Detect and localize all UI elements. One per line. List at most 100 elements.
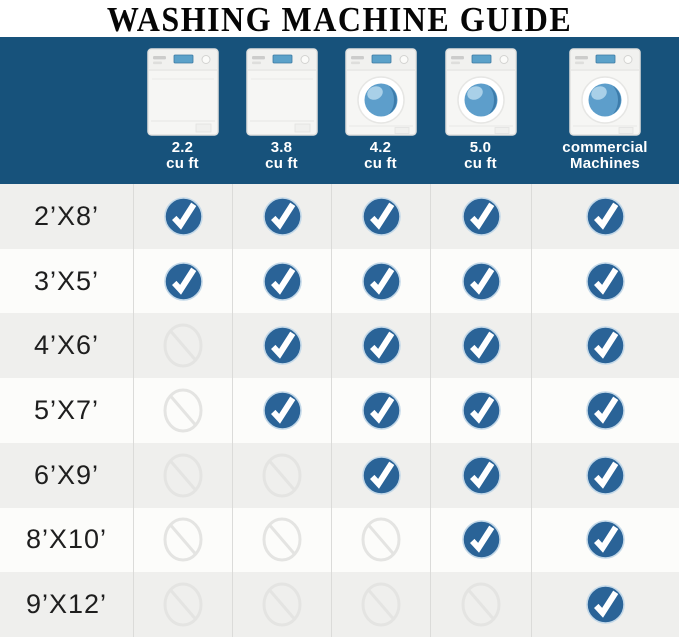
rug-size-cell: 9’X12’	[0, 572, 133, 637]
check-icon	[361, 326, 401, 366]
fit-cell	[531, 248, 679, 314]
check-icon	[461, 261, 501, 301]
page-title: WASHING MACHINE GUIDE	[106, 0, 573, 38]
fit-cell	[232, 442, 331, 508]
fit-cell	[133, 184, 232, 249]
check-icon	[586, 520, 625, 560]
check-icon	[163, 261, 203, 301]
check-icon	[461, 520, 501, 560]
check-icon	[262, 261, 302, 301]
machine-column-4: 5.0 cu ft	[430, 37, 531, 184]
prohibited-icon	[162, 387, 204, 434]
machine-header: 2.2 cu ft 3.8 cu ft 4.2 cu ft 5.0 cu ft commerci…	[0, 37, 679, 184]
fit-cell	[133, 313, 232, 379]
fit-cell	[531, 378, 679, 443]
front-load-washer-icon	[444, 48, 517, 136]
fit-cell	[232, 572, 331, 637]
rug-size-cell: 3’X5’	[0, 249, 133, 314]
prohibited-icon	[162, 452, 204, 499]
prohibited-icon	[261, 452, 303, 499]
rug-size-label: 5’X7’	[33, 395, 100, 426]
rug-size-cell: 6’X9’	[0, 443, 133, 508]
check-icon	[361, 455, 401, 495]
fit-cell	[331, 442, 430, 508]
fit-cell	[133, 442, 232, 508]
check-icon	[262, 197, 302, 236]
fit-cell	[232, 248, 331, 314]
rug-size-label: 6’X9’	[33, 459, 100, 490]
check-icon	[586, 197, 625, 236]
prohibited-icon	[261, 581, 303, 628]
check-icon	[361, 391, 401, 430]
table-row: 9’X12’	[0, 572, 679, 637]
fit-cell	[430, 572, 531, 637]
rug-size-label: 3’X5’	[33, 265, 100, 296]
prohibited-icon	[360, 581, 402, 628]
fit-cell	[531, 313, 679, 379]
title-bar: WASHING MACHINE GUIDE	[0, 0, 679, 37]
fit-cell	[133, 378, 232, 443]
rug-size-cell: 4’X6’	[0, 313, 133, 378]
fit-cell	[331, 507, 430, 573]
check-icon	[461, 326, 501, 366]
machine-capacity-label: commercial Machines	[562, 139, 648, 172]
fit-cell	[232, 313, 331, 379]
fit-cell	[531, 507, 679, 573]
machine-column-2: 3.8 cu ft	[232, 37, 331, 184]
front-load-washer-icon	[344, 48, 417, 136]
check-icon	[461, 391, 501, 430]
check-icon	[586, 585, 625, 624]
check-icon	[586, 326, 625, 366]
machine-capacity-label: 4.2 cu ft	[364, 139, 397, 172]
check-icon	[461, 455, 501, 495]
size-table: 2’X8’ 3’X5’ 4’X6’ 5’X7’ 6’X9’ 8’X10’ 9’X12’	[0, 184, 679, 637]
machine-capacity-label: 5.0 cu ft	[464, 139, 497, 172]
prohibited-icon	[360, 516, 402, 563]
fit-cell	[430, 184, 531, 249]
fit-cell	[331, 248, 430, 314]
fit-cell	[232, 378, 331, 443]
rug-size-label: 8’X10’	[25, 524, 108, 555]
fit-cell	[133, 248, 232, 314]
front-load-washer-icon	[569, 48, 641, 136]
machine-column-5: commercial Machines	[531, 37, 679, 184]
fit-cell	[430, 313, 531, 379]
top-load-washer-icon	[146, 48, 219, 136]
rug-size-cell: 2’X8’	[0, 184, 133, 249]
fit-cell	[331, 184, 430, 249]
check-icon	[586, 261, 625, 301]
table-row: 4’X6’	[0, 313, 679, 379]
fit-cell	[232, 507, 331, 573]
rug-size-label: 4’X6’	[33, 330, 100, 361]
fit-cell	[331, 378, 430, 443]
table-row: 8’X10’	[0, 507, 679, 573]
rug-size-label: 2’X8’	[33, 200, 100, 231]
fit-cell	[531, 184, 679, 249]
fit-cell	[331, 313, 430, 379]
check-icon	[361, 261, 401, 301]
fit-cell	[430, 378, 531, 443]
check-icon	[163, 197, 203, 236]
check-icon	[262, 326, 302, 366]
table-row: 3’X5’	[0, 248, 679, 314]
top-load-washer-icon	[245, 48, 318, 136]
check-icon	[586, 455, 625, 495]
rug-size-cell: 5’X7’	[0, 378, 133, 443]
fit-cell	[232, 184, 331, 249]
fit-cell	[430, 507, 531, 573]
check-icon	[262, 391, 302, 430]
fit-cell	[430, 248, 531, 314]
rug-size-label: 9’X12’	[25, 589, 108, 620]
check-icon	[361, 197, 401, 236]
header-spacer	[0, 37, 133, 184]
fit-cell	[133, 572, 232, 637]
prohibited-icon	[162, 322, 204, 369]
table-row: 5’X7’	[0, 378, 679, 443]
prohibited-icon	[261, 516, 303, 563]
fit-cell	[531, 572, 679, 637]
fit-cell	[133, 507, 232, 573]
fit-cell	[430, 442, 531, 508]
machine-column-1: 2.2 cu ft	[133, 37, 232, 184]
prohibited-icon	[162, 516, 204, 563]
check-icon	[586, 391, 625, 430]
